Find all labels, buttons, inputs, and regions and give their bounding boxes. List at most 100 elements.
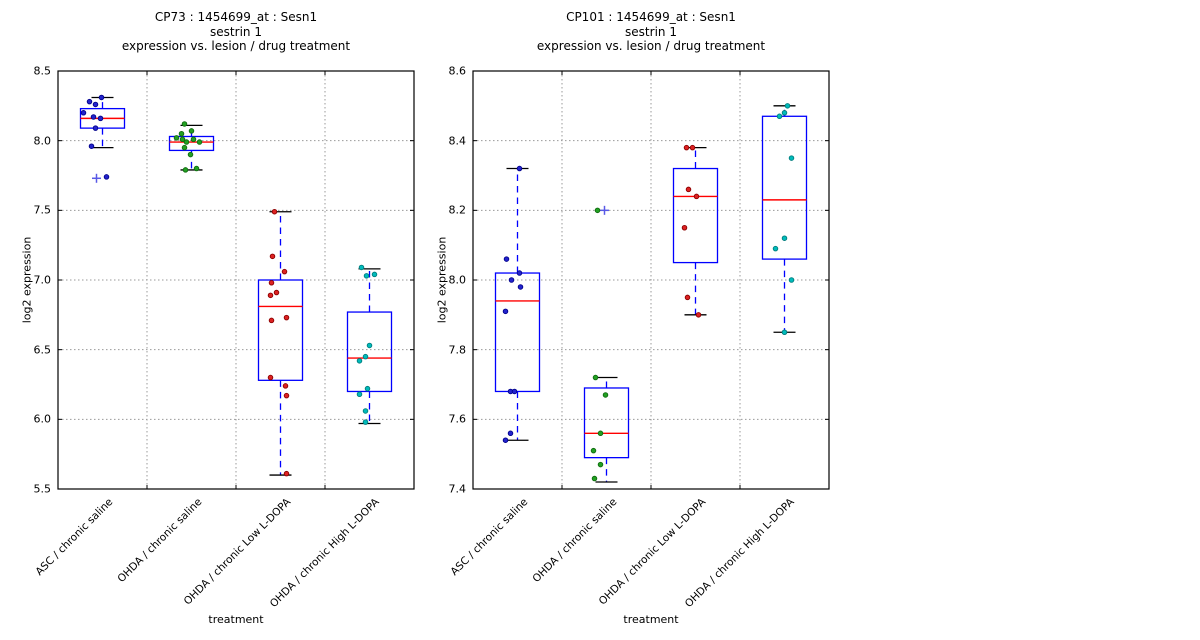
box-rect (494, 272, 541, 393)
data-point (508, 277, 515, 283)
data-point (356, 391, 363, 398)
plot-title-right: CP101 : 1454699_at : Sesn1 sestrin 1 exp… (537, 10, 765, 54)
data-point (516, 165, 523, 172)
y-tick-label: 6.5 (33, 343, 52, 357)
data-point (684, 294, 691, 301)
plot-title-left-line3: expression vs. lesion / drug treatment (121, 39, 351, 53)
data-point (681, 224, 688, 231)
data-point (362, 419, 369, 425)
data-point (362, 353, 369, 360)
box-rect (583, 387, 630, 459)
data-point (179, 136, 186, 143)
y-tick-label: 8.2 (448, 203, 467, 217)
data-point (97, 115, 104, 122)
plot-title-right-line1: CP101 : 1454699_at : Sesn1 (566, 10, 736, 24)
box-rect (168, 135, 215, 152)
data-point (776, 113, 783, 120)
data-point (683, 144, 690, 151)
data-point (597, 461, 604, 468)
y-tick-label: 7.6 (448, 412, 467, 426)
data-point (689, 144, 696, 151)
y-tick-label: 7.4 (448, 482, 467, 496)
y-tick-label: 7.8 (448, 343, 467, 357)
box-rect (346, 311, 393, 393)
data-point (196, 139, 203, 145)
data-point (88, 143, 95, 149)
plot-title-left-line1: CP73 : 1454699_at : Sesn1 (154, 10, 318, 24)
plot-title-right-line3: expression vs. lesion / drug treatment (536, 39, 766, 53)
data-point (92, 125, 99, 131)
y-tick-label: 8.4 (448, 134, 467, 148)
data-point (92, 101, 99, 108)
data-point (503, 256, 510, 262)
y-tick-label: 7.5 (33, 203, 52, 217)
data-point (517, 284, 524, 290)
data-point (781, 329, 788, 336)
data-point (188, 128, 195, 134)
data-point (90, 114, 97, 120)
data-point (173, 135, 180, 141)
data-point (788, 277, 795, 283)
data-point (788, 155, 795, 161)
y-axis-label-left: log2 expression (20, 236, 34, 324)
data-point (592, 374, 599, 381)
data-point (781, 235, 788, 241)
data-point (507, 430, 514, 437)
y-axis-label-right: log2 expression (435, 236, 449, 324)
data-point (283, 470, 290, 477)
data-point (181, 144, 188, 151)
data-point (281, 268, 288, 275)
plot-frame (472, 70, 830, 490)
data-point (98, 94, 105, 101)
data-point (273, 289, 280, 296)
y-tick-label: 5.5 (33, 482, 52, 496)
data-point (283, 392, 290, 399)
plot-title-right-line2: sestrin 1 (625, 24, 677, 39)
data-point (271, 208, 278, 215)
data-point (502, 308, 509, 315)
y-tick-label: 7.0 (33, 273, 52, 287)
y-tick-label: 6.0 (33, 412, 52, 426)
box-rect (672, 167, 719, 264)
data-point (695, 312, 702, 318)
data-point (80, 110, 87, 116)
x-axis-label-left: treatment (208, 613, 264, 626)
data-point (358, 264, 365, 271)
data-point (602, 392, 609, 398)
data-point (282, 383, 289, 389)
data-point (364, 385, 371, 392)
data-point (516, 270, 523, 276)
y-tick-label: 8.0 (448, 273, 467, 287)
data-point (193, 165, 200, 172)
data-point (356, 358, 363, 364)
data-point (269, 253, 276, 260)
data-point (502, 437, 509, 443)
data-point (181, 121, 188, 127)
data-point (772, 245, 779, 252)
data-point (693, 193, 700, 200)
data-point (183, 139, 190, 145)
data-point (267, 374, 274, 381)
data-point (371, 271, 378, 278)
plot-frame (57, 70, 415, 490)
data-point (178, 130, 185, 137)
x-axis-label-right: treatment (623, 613, 679, 626)
box-rect (257, 279, 304, 381)
data-point (594, 207, 601, 214)
data-point (781, 110, 788, 116)
y-tick-label: 8.0 (33, 134, 52, 148)
data-point (590, 447, 597, 454)
data-point (784, 103, 791, 109)
data-point (685, 186, 692, 193)
data-point (86, 98, 93, 105)
data-point (268, 280, 275, 286)
plot-title-left: CP73 : 1454699_at : Sesn1 sestrin 1 expr… (122, 10, 350, 54)
data-point (366, 342, 373, 349)
plot-title-left-line2: sestrin 1 (210, 24, 262, 39)
data-point (182, 167, 189, 173)
data-point (597, 430, 604, 437)
data-point (362, 408, 369, 414)
box-rect (761, 115, 808, 260)
